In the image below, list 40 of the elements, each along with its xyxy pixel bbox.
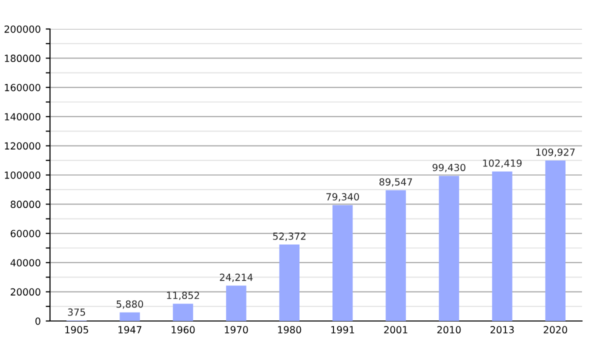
x-tick-label: 2001 [384,326,408,334]
data-label: 11,852 [167,292,200,300]
x-tick-label: 1991 [331,326,354,334]
x-tick-label: 1980 [278,326,302,334]
data-label: 52,372 [273,232,306,241]
x-tick-label: 2020 [544,326,568,334]
y-tick-label: 20000 [10,288,40,296]
y-tick-label: 140000 [4,113,40,120]
bar [545,160,566,321]
bar [438,176,460,321]
bar [226,286,246,321]
data-label: 109,927 [536,148,575,157]
x-tick-label: 1905 [65,326,88,334]
y-tick-label: 80000 [10,200,40,208]
bar [120,312,140,321]
bar [279,244,300,321]
bar [386,190,406,321]
data-label: 375 [68,308,86,316]
y-tick-label: 0 [35,317,40,325]
x-tick-label: 1970 [224,326,248,334]
data-label: 89,547 [379,178,412,187]
data-label: 79,340 [326,193,359,202]
y-tick-label: 40000 [10,259,40,266]
data-label: 102,419 [483,159,522,168]
y-tick-label: 100000 [4,171,40,179]
bar [172,304,194,321]
y-tick-label: 120000 [4,142,40,150]
data-label: 99,430 [432,164,466,172]
x-tick-label: 1960 [172,326,195,334]
y-tick-label: 200000 [4,25,40,33]
x-tick-label: 2013 [490,326,514,334]
x-tick-label: 1947 [118,326,142,334]
data-label: 24,214 [220,274,253,282]
bar [492,171,512,321]
y-tick-label: 60000 [10,230,40,238]
y-tick-label: 160000 [4,84,40,92]
y-tick-label: 180000 [4,54,40,62]
data-label: 5,880 [116,300,144,309]
x-tick-label: 2010 [437,326,461,334]
bar [332,205,353,321]
